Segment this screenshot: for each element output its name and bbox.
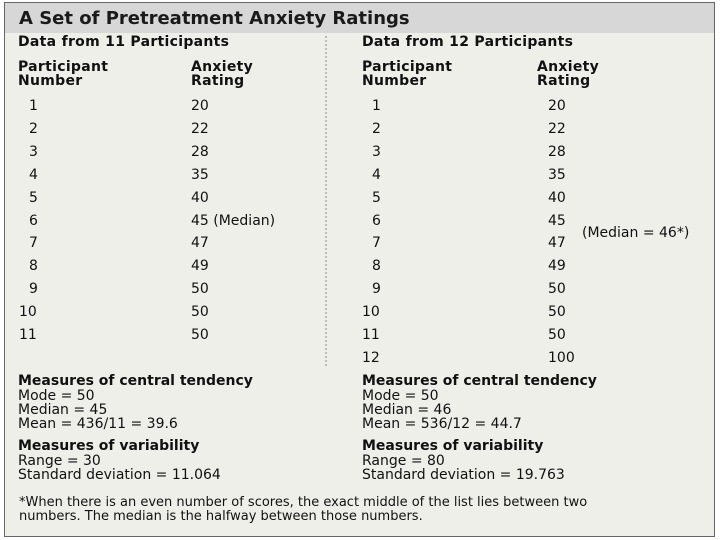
participant-number: 8 [29,258,38,275]
right-median-note: (Median = 46*) [582,225,690,241]
participant-number: 7 [29,235,38,252]
right-median: Median = 46 [362,402,452,418]
anxiety-rating: 28 [548,143,566,160]
left-heading: Data from 11 Participants [18,34,230,50]
left-mean: Mean = 436/11 = 39.6 [18,416,178,432]
left-col2-header-line1: Anxiety [191,59,254,75]
left-range: Range = 30 [18,453,101,469]
anxiety-rating: 49 [548,258,566,275]
participant-number: 9 [29,281,38,298]
anxiety-rating: 35 [191,166,209,183]
anxiety-rating: 22 [191,120,209,137]
anxiety-rating: 20 [548,98,566,114]
participant-number: 7 [372,235,381,252]
left-median: Median = 45 [18,402,108,418]
title-bar: A Set of Pretreatment Anxiety Ratings [5,3,714,33]
anxiety-rating: 100 [548,349,575,366]
right-col2-header-line2: Rating [537,73,591,89]
participant-number: 10 [19,304,37,321]
anxiety-rating: 50 [548,304,566,321]
page-title: A Set of Pretreatment Anxiety Ratings [19,8,410,29]
participant-number: 4 [372,166,381,183]
left-col1-header-line1: Participant [18,59,109,75]
right-col2-header-line1: Anxiety [537,59,600,75]
participant-number: 11 [362,327,380,343]
participant-number: 4 [29,166,38,183]
left-mode: Mode = 50 [18,388,95,404]
anxiety-rating: 35 [548,166,566,183]
left-std-dev: Standard deviation = 11.064 [18,467,221,483]
anxiety-rating: 47 [548,235,566,252]
anxiety-rating: 47 [191,235,209,252]
right-std-dev: Standard deviation = 19.763 [362,467,565,483]
footnote-line1: *When there is an even number of scores,… [19,495,588,510]
left-col1-header-line2: Number [18,73,83,89]
right-mode: Mode = 50 [362,388,439,404]
anxiety-rating: 49 [191,258,209,275]
left-central-heading: Measures of central tendency [18,373,253,389]
anxiety-rating: 40 [548,189,566,206]
participant-number: 11 [19,327,37,343]
right-col1-header-line2: Number [362,73,427,89]
participant-number: 12 [362,349,380,366]
footnote-line2: numbers. The median is the halfway betwe… [19,509,423,524]
anxiety-rating: 50 [191,304,209,321]
participant-number: 2 [372,120,381,137]
right-col1-header-line1: Participant [362,59,453,75]
anxiety-rating: 28 [191,143,209,160]
participant-number: 6 [372,212,381,229]
right-variability-heading: Measures of variability [362,438,544,454]
participant-number: 6 [29,212,38,229]
anxiety-rating: 22 [548,120,566,137]
right-heading: Data from 12 Participants [362,34,574,50]
participant-number: 1 [29,98,38,114]
anxiety-rating: 20 [191,98,209,114]
participant-number: 8 [372,258,381,275]
right-range: Range = 80 [362,453,445,469]
participant-number: 3 [372,143,381,160]
anxiety-rating: 45 [548,212,566,229]
anxiety-rating: 50 [191,281,209,298]
table-panel [5,33,714,536]
participant-number: 5 [29,189,38,206]
participant-number: 1 [372,98,381,114]
anxiety-rating: 40 [191,189,209,206]
right-mean: Mean = 536/12 = 44.7 [362,416,522,432]
participant-number: 2 [29,120,38,137]
anxiety-rating: 50 [548,327,566,343]
left-variability-heading: Measures of variability [18,438,200,454]
anxiety-rating: 50 [548,281,566,298]
left-col2-header-line2: Rating [191,73,245,89]
anxiety-rating: 50 [191,327,209,343]
participant-number: 10 [362,304,380,321]
participant-number: 9 [372,281,381,298]
column-divider [325,36,327,366]
participant-number: 5 [372,189,381,206]
participant-number: 3 [29,143,38,160]
anxiety-rating: 45 (Median) [191,212,276,229]
right-central-heading: Measures of central tendency [362,373,597,389]
